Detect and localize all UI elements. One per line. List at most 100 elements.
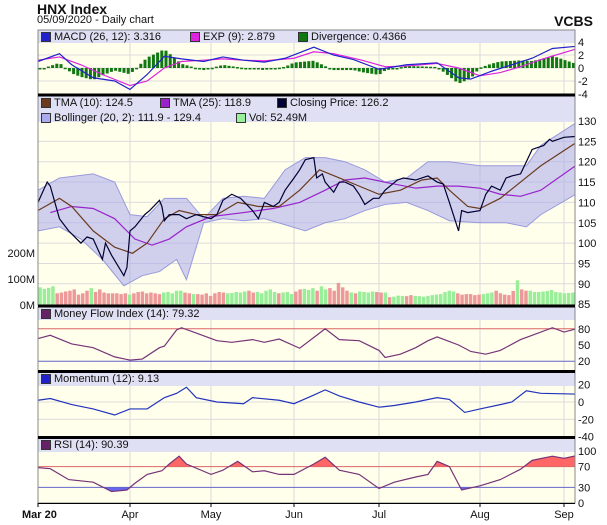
volume-bar (473, 295, 477, 305)
price-y-tick-label: 95 (578, 258, 590, 270)
divergence-bar (408, 66, 412, 68)
chart-subtitle: 05/09/2020 - Daily chart (37, 14, 154, 26)
rsi-legend-band (38, 438, 575, 452)
price-y-tick-label: 120 (578, 157, 596, 169)
volume-bar (42, 288, 47, 305)
divergence-bar (353, 68, 357, 71)
volume-bar (81, 293, 85, 305)
macd-y-tick-label: 0 (578, 63, 584, 75)
volume-bar (149, 292, 153, 305)
momentum-y-tick-label: 20 (578, 380, 590, 392)
divergence-bar (231, 66, 235, 68)
volume-bar (127, 294, 132, 305)
divergence-bar (286, 65, 290, 68)
divergence-bar (445, 68, 449, 75)
volume-bar (217, 292, 221, 305)
divergence-bar (370, 68, 374, 74)
rsi-line (37, 455, 576, 493)
volume-bar (140, 291, 145, 305)
volume-bar (63, 291, 68, 305)
volume-bar (562, 293, 567, 305)
divergence-bar (387, 68, 391, 70)
volume-bar (383, 292, 388, 305)
volume-bar (93, 292, 98, 305)
divergence-bar (223, 65, 227, 68)
volume-bar (46, 287, 51, 305)
momentum-line (37, 386, 576, 416)
volume-bar (183, 292, 187, 305)
volume-bar (571, 292, 575, 305)
divergence-bar (496, 62, 500, 68)
closing-price-line (37, 135, 576, 278)
volume-bar (507, 295, 511, 305)
volume-bar (400, 295, 405, 305)
price-y-tick-label: 90 (578, 279, 590, 291)
divergence-bar (105, 68, 109, 74)
volume-bar (281, 292, 285, 305)
divergence-bar (483, 65, 487, 68)
legend-swatch (277, 98, 287, 108)
divergence-bar (311, 60, 315, 68)
legend-label: Vol: 52.49M (249, 112, 308, 124)
volume-bar (298, 289, 302, 305)
volume-bar (443, 292, 447, 305)
divergence-bar (433, 66, 437, 69)
divergence-bar (529, 60, 533, 68)
volume-bar (230, 293, 234, 305)
momentum-y-tick-label: -20 (578, 414, 594, 426)
volume-bar (332, 290, 336, 305)
divergence-bar (294, 62, 298, 68)
macd-line (37, 45, 576, 91)
rsi-overbought-fill (38, 455, 575, 467)
legend-label: MACD (26, 12): 3.316 (54, 31, 161, 43)
divergence-bar (357, 68, 361, 72)
x-tick-label: Apr (121, 509, 138, 521)
volume-bar (196, 294, 200, 305)
divergence-bar (139, 63, 143, 68)
volume-bar (76, 294, 81, 305)
divergence-bar (571, 62, 575, 68)
divergence-bar (492, 63, 496, 68)
divergence-bar (282, 66, 286, 69)
divergence-bar (256, 68, 260, 70)
tma10-line (37, 142, 576, 254)
legend-swatch (41, 440, 51, 450)
volume-bar (294, 291, 298, 305)
volume-bar (68, 290, 72, 305)
volume-bar (208, 295, 213, 305)
legend-volume: Vol: 52.49M (236, 112, 307, 124)
volume-bar (404, 296, 409, 305)
volume-bar (136, 292, 140, 305)
volume-bar (106, 293, 111, 305)
volume-bar (302, 288, 307, 305)
volume-bar (519, 289, 524, 305)
volume-bar (311, 288, 315, 305)
legend-label: Divergence: 0.4366 (311, 31, 407, 43)
volume-bar (166, 292, 170, 305)
volume-bar (123, 293, 128, 305)
divergence-bar (59, 64, 63, 68)
volume-bar (515, 280, 520, 305)
volume-bar (532, 292, 537, 305)
divergence-bar (235, 67, 239, 69)
divergence-bar (130, 68, 134, 72)
divergence-bar (143, 59, 147, 68)
divergence-bar (324, 66, 328, 68)
volume-bar (268, 289, 273, 305)
mfi-line (37, 327, 576, 361)
divergence-bar (55, 63, 59, 68)
volume-bar (345, 290, 349, 305)
volume-bar (430, 295, 434, 305)
divergence-bar (500, 61, 504, 68)
legend-rsi: RSI (14): 90.39 (41, 439, 129, 451)
volume-bar (349, 292, 353, 305)
volume-bar (396, 295, 400, 305)
legend-swatch (41, 32, 51, 42)
volume-bar (545, 290, 550, 305)
divergence-bar (559, 58, 563, 68)
divergence-bar (479, 67, 483, 69)
divergence-bar (298, 61, 302, 68)
volume-bar (51, 286, 55, 305)
